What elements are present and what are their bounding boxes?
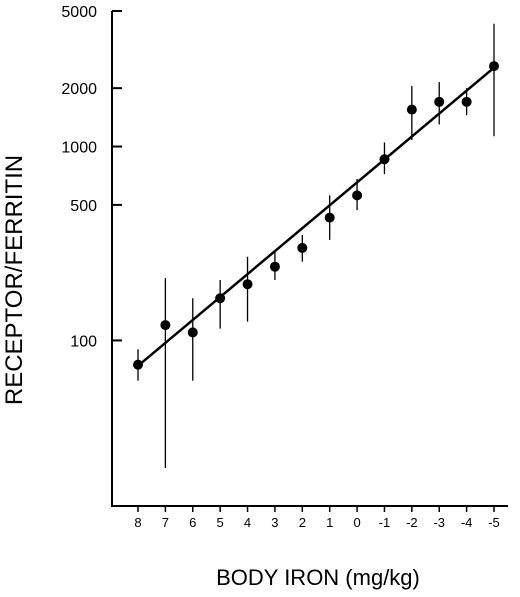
x-tick-label: 1 [326,515,333,530]
y-axis-title: RECEPTOR/FERRITIN [1,155,28,405]
x-tick-label: -1 [379,515,391,530]
y-ticks: 100 500 1000 2000 5000 [61,4,122,350]
x-ticks: 8 7 6 5 4 3 2 1 0 -1 -2 -3 -4 -5 [134,506,500,530]
x-tick-label: 6 [189,515,196,530]
data-point [242,279,253,290]
data-point [461,96,472,107]
error-bars [137,23,495,468]
fit-line [137,66,495,367]
data-point [269,261,280,272]
x-tick-label: 5 [217,515,224,530]
y-tick-label: 500 [70,198,97,215]
data-point [133,359,143,370]
x-tick-label: 2 [299,515,306,530]
data-point [215,293,226,304]
data-points [133,61,499,370]
data-point [434,96,445,107]
x-axis-title: BODY IRON (mg/kg) [216,565,420,590]
x-tick-label: 0 [353,515,360,530]
data-point [297,242,308,253]
fit-line-group [137,66,495,367]
data-point [489,61,499,72]
data-point [187,327,198,338]
y-tick-label: 100 [70,333,97,350]
x-tick-label: 7 [162,515,169,530]
x-tick-label: -3 [433,515,445,530]
data-point [352,190,363,201]
data-point [160,320,171,331]
x-tick-label: 4 [244,515,251,530]
x-tick-label: -4 [461,515,473,530]
axes [111,11,508,507]
y-tick-label: 1000 [61,140,97,157]
y-tick-label: 5000 [61,4,97,21]
x-tick-label: 8 [134,515,141,530]
data-point [324,212,335,223]
x-tick-label: -2 [406,515,418,530]
x-tick-label: -5 [488,515,500,530]
y-tick-label: 2000 [61,81,97,98]
data-point [379,154,390,165]
data-point [406,104,417,115]
x-tick-label: 3 [271,515,278,530]
